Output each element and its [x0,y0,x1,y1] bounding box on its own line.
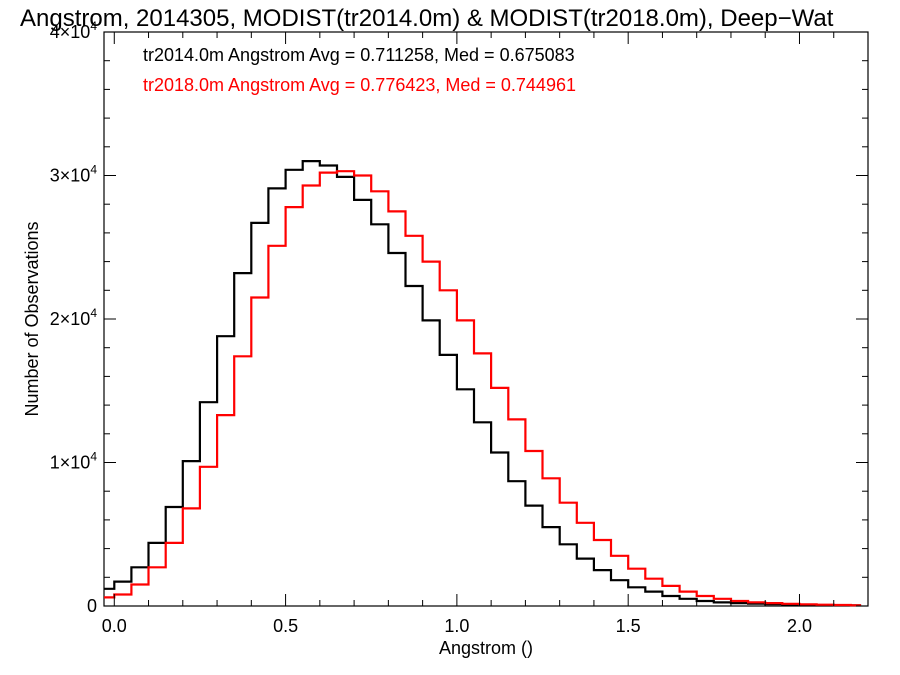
y-tick-label: 0 [87,596,97,616]
y-tick-label: 4×104 [50,19,98,42]
plot-area: 0.0 0.5 1.0 1.5 2.0 0 1×104 2×104 3×104 4×104 [50,19,869,636]
x-tick-label: 0.5 [273,616,298,636]
x-tick-label: 0.0 [102,616,127,636]
series-line-1 [104,160,862,607]
series-layer [104,160,862,607]
annotation-layer: tr2014.0m Angstrom Avg = 0.711258, Med =… [143,45,576,95]
chart-title: Angstrom, 2014305, MODIST(tr2014.0m) & M… [20,5,834,32]
y-tick-label: 2×104 [50,306,98,329]
x-tick-label: 2.0 [787,616,812,636]
series-line-2 [104,170,862,607]
stats-annotation: tr2014.0m Angstrom Avg = 0.711258, Med =… [143,45,575,65]
y-tick-label: 3×104 [50,163,98,186]
plot-frame [103,31,869,607]
y-tick-label: 1×104 [50,450,98,473]
x-axis-label: Angstrom () [439,638,533,658]
x-tick-label: 1.0 [444,616,469,636]
y-axis-label: Number of Observations [22,221,42,416]
tick-layer: 0.0 0.5 1.0 1.5 2.0 0 1×104 2×104 3×104 4×104 [50,19,869,636]
stats-annotation: tr2018.0m Angstrom Avg = 0.776423, Med =… [143,75,576,95]
x-tick-label: 1.5 [616,616,641,636]
